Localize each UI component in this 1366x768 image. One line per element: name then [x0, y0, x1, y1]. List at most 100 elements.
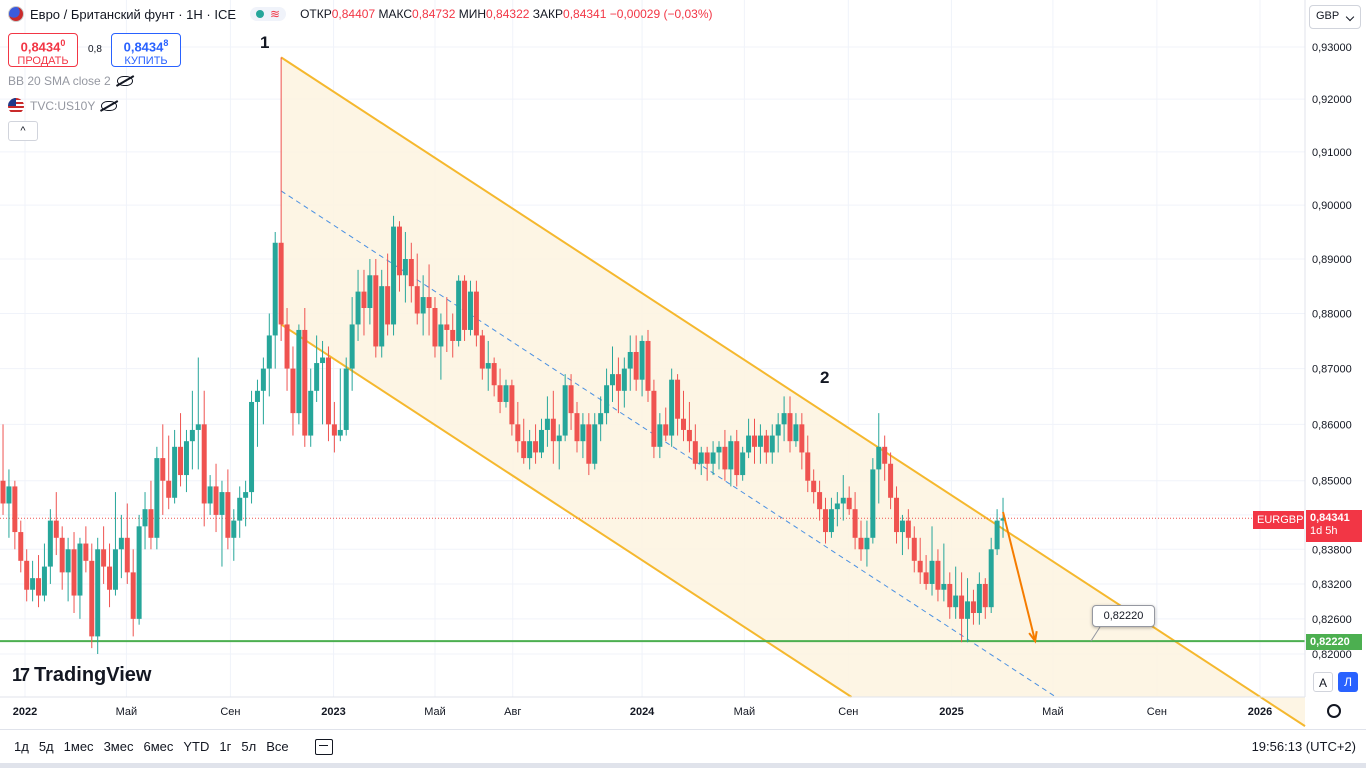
- market-status-pill[interactable]: ≋: [250, 7, 287, 21]
- candle-body: [355, 291, 361, 325]
- ohlc-change: −0,00029 (−0,03%): [609, 7, 713, 21]
- candle-body: [621, 368, 627, 391]
- candle-body: [527, 441, 533, 459]
- sell-label: ПРОДАТЬ: [17, 55, 69, 68]
- chevron-up-icon: ^: [20, 125, 26, 137]
- collapse-legend-button[interactable]: ^: [8, 121, 38, 141]
- candle-body: [811, 480, 817, 493]
- forecast-arrow[interactable]: [1002, 511, 1037, 642]
- ohlc-high-label: МАКС: [378, 7, 413, 21]
- candle-body: [604, 385, 610, 414]
- tradingview-logo[interactable]: 17 TradingView: [12, 664, 151, 687]
- candle-body: [959, 595, 965, 619]
- price-tick-label: 0,82600: [1312, 614, 1352, 626]
- candle-body: [314, 363, 320, 391]
- candle-body: [970, 601, 976, 614]
- candle-body: [793, 424, 799, 442]
- level-price-badge: 0,82220: [1306, 634, 1362, 650]
- timeframe-1d[interactable]: 1д: [14, 739, 29, 754]
- candle-body: [805, 452, 811, 481]
- sell-button[interactable]: 0,84340 ПРОДАТЬ: [8, 33, 78, 67]
- candle-body: [574, 413, 580, 442]
- clock[interactable]: 19:56:13 (UTC+2): [1251, 739, 1356, 754]
- hidden-eye-icon[interactable]: [101, 101, 118, 111]
- candle-body: [615, 374, 621, 391]
- price-axis-ticks[interactable]: 0,93000 0,92000 0,91000 0,90000 0,89000 0,880…: [1312, 42, 1352, 661]
- candle-body: [663, 424, 669, 436]
- timeframe-1m[interactable]: 1мес: [63, 739, 94, 754]
- hidden-eye-icon[interactable]: [116, 76, 133, 86]
- candle-body: [308, 390, 314, 436]
- candle-body: [53, 520, 59, 538]
- candle-body: [609, 374, 615, 386]
- candle-body: [757, 435, 763, 447]
- price-callout[interactable]: 0,82220: [1092, 605, 1155, 627]
- timeframe-1y[interactable]: 1г: [219, 739, 232, 754]
- channel-lower-line[interactable]: [280, 323, 853, 698]
- candle-body: [172, 446, 178, 498]
- candle-body: [402, 258, 408, 276]
- wave-label-2[interactable]: 2: [820, 368, 830, 387]
- candle-body: [704, 452, 710, 464]
- timeframe-all[interactable]: Все: [266, 739, 289, 754]
- buy-button[interactable]: 0,84348 КУПИТЬ: [111, 33, 181, 67]
- candle-body: [89, 560, 95, 637]
- auto-scale-button[interactable]: A: [1313, 672, 1333, 692]
- candle-body: [728, 441, 734, 470]
- price-tick-label: 0,82000: [1312, 649, 1352, 661]
- candle-body: [722, 446, 728, 470]
- indicator-compare[interactable]: TVC:US10Y: [8, 98, 118, 114]
- ohlc-values: ОТКР0,84407 МАКС0,84732 МИН0,84322 ЗАКР0…: [300, 7, 712, 21]
- log-scale-button[interactable]: Л: [1338, 672, 1358, 692]
- time-axis-ticks[interactable]: 2022 Май Сен 2023 Май Авг 2024 Май Сен 2025 Май Сен…: [13, 706, 1272, 718]
- timeframe-5y[interactable]: 5л: [241, 739, 257, 754]
- candle-body: [456, 280, 462, 341]
- candle-body: [231, 520, 237, 538]
- candle-body: [408, 258, 414, 287]
- candle-body: [905, 520, 911, 538]
- candle-body: [467, 291, 473, 330]
- price-tick-label: 0,88000: [1312, 308, 1352, 320]
- candle-body: [426, 297, 432, 309]
- eur-gbp-flag-icon: [8, 6, 24, 22]
- settings-gear-icon[interactable]: [1327, 704, 1341, 718]
- candle-body: [716, 446, 722, 453]
- callout-leader-line: [1090, 626, 1101, 642]
- wave-label-1[interactable]: 1: [260, 33, 270, 52]
- timeframe-ytd[interactable]: YTD: [183, 739, 210, 754]
- candle-body: [59, 537, 65, 573]
- candle-body: [515, 424, 521, 442]
- timeframe-3m[interactable]: 3мес: [103, 739, 134, 754]
- timeframe-5d[interactable]: 5д: [38, 739, 54, 754]
- candle-body: [828, 509, 834, 533]
- candle-body: [95, 549, 101, 637]
- time-tick-label: Авг: [504, 706, 521, 718]
- symbol-title[interactable]: Евро / Британский фунт · 1H · ICE: [30, 6, 237, 22]
- chart-canvas[interactable]: 0,93000 0,92000 0,91000 0,90000 0,89000 0,880…: [0, 0, 1366, 729]
- buy-label: КУПИТЬ: [124, 55, 168, 68]
- candle-body: [379, 286, 385, 347]
- time-tick-label: Май: [734, 706, 756, 718]
- candle-body: [787, 413, 793, 442]
- indicator-bb[interactable]: BB 20 SMA close 2: [8, 74, 133, 88]
- date-range-icon[interactable]: [314, 738, 333, 755]
- candle-body: [260, 368, 266, 391]
- time-tick-label: 2023: [321, 706, 345, 718]
- time-tick-label: Май: [116, 706, 138, 718]
- candle-body: [30, 578, 36, 590]
- last-price-value: 0,84341: [1310, 512, 1350, 524]
- candle-body: [201, 424, 207, 504]
- time-tick-label: 2022: [13, 706, 37, 718]
- candle-body: [420, 297, 426, 314]
- timeframe-6m[interactable]: 6мес: [143, 739, 174, 754]
- candle-body: [24, 560, 30, 590]
- currency-select[interactable]: GBP: [1309, 5, 1361, 29]
- candle-body: [473, 291, 479, 336]
- ohlc-low-value: 0,84322: [486, 7, 530, 21]
- bar-countdown: 1d 5h: [1310, 525, 1338, 537]
- candle-body: [538, 429, 544, 453]
- candle-body: [633, 351, 639, 380]
- candle-body: [639, 340, 645, 380]
- time-tick-label: 2026: [1248, 706, 1272, 718]
- candle-body: [846, 497, 852, 510]
